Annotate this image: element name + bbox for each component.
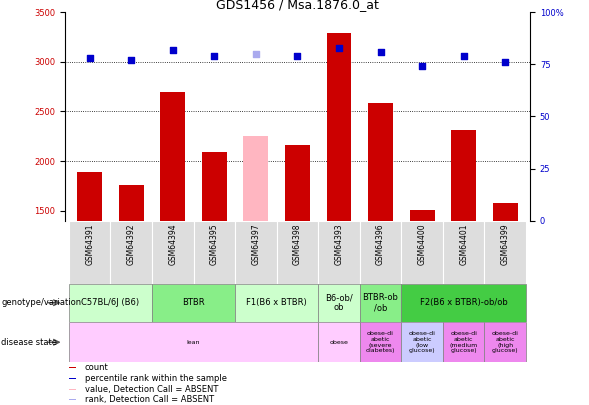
- Bar: [152, 284, 235, 322]
- Text: count: count: [85, 363, 108, 372]
- Bar: [160, 92, 186, 221]
- Bar: [360, 221, 401, 284]
- Bar: [360, 284, 401, 322]
- Bar: [69, 367, 75, 368]
- Bar: [484, 322, 526, 362]
- Bar: [69, 378, 75, 379]
- Bar: [493, 203, 518, 221]
- Bar: [69, 399, 75, 400]
- Point: [85, 55, 94, 61]
- Text: genotype/variation: genotype/variation: [1, 298, 81, 307]
- Bar: [409, 210, 435, 221]
- Text: lean: lean: [187, 340, 200, 345]
- Bar: [202, 152, 227, 221]
- Bar: [401, 284, 526, 322]
- Text: disease state: disease state: [1, 338, 57, 347]
- Point: [210, 53, 219, 59]
- Text: GSM64398: GSM64398: [293, 224, 302, 265]
- Bar: [451, 130, 476, 221]
- Point: [251, 51, 260, 57]
- Point: [376, 49, 385, 55]
- Bar: [443, 322, 484, 362]
- Text: GSM64391: GSM64391: [85, 224, 94, 265]
- Text: obese-di
abetic
(severe
diabetes): obese-di abetic (severe diabetes): [366, 331, 395, 354]
- Bar: [318, 284, 360, 322]
- Text: BTBR-ob
/ob: BTBR-ob /ob: [363, 293, 399, 312]
- Bar: [119, 185, 144, 221]
- Point: [501, 59, 510, 66]
- Bar: [277, 221, 318, 284]
- Bar: [360, 322, 401, 362]
- Text: F1(B6 x BTBR): F1(B6 x BTBR): [246, 298, 307, 307]
- Bar: [69, 388, 75, 390]
- Text: obese-di
abetic
(low
glucose): obese-di abetic (low glucose): [409, 331, 435, 354]
- Text: C57BL/6J (B6): C57BL/6J (B6): [81, 298, 140, 307]
- Point: [335, 45, 344, 51]
- Text: GSM64393: GSM64393: [335, 224, 343, 266]
- Text: B6-ob/
ob: B6-ob/ ob: [325, 293, 353, 312]
- Bar: [368, 102, 393, 221]
- Bar: [111, 221, 152, 284]
- Bar: [484, 221, 526, 284]
- Bar: [77, 172, 102, 221]
- Text: obese-di
abetic
(medium
glucose): obese-di abetic (medium glucose): [449, 331, 478, 354]
- Text: obese: obese: [330, 340, 349, 345]
- Text: GSM64394: GSM64394: [168, 224, 177, 266]
- Text: obese-di
abetic
(high
glucose): obese-di abetic (high glucose): [492, 331, 518, 354]
- Bar: [235, 284, 318, 322]
- Bar: [285, 145, 310, 221]
- Text: GSM64399: GSM64399: [501, 224, 509, 266]
- Text: BTBR: BTBR: [182, 298, 205, 307]
- Bar: [69, 284, 152, 322]
- Bar: [235, 221, 277, 284]
- Text: GSM64401: GSM64401: [459, 224, 468, 265]
- Text: GSM64396: GSM64396: [376, 224, 385, 266]
- Point: [293, 53, 302, 59]
- Text: GSM64395: GSM64395: [210, 224, 219, 266]
- Bar: [401, 221, 443, 284]
- Bar: [243, 136, 269, 221]
- Text: GSM64392: GSM64392: [127, 224, 135, 265]
- Point: [459, 53, 468, 59]
- Text: GSM64400: GSM64400: [418, 224, 426, 266]
- Text: percentile rank within the sample: percentile rank within the sample: [85, 374, 227, 383]
- Bar: [69, 322, 318, 362]
- Bar: [318, 221, 360, 284]
- Bar: [326, 33, 352, 221]
- Text: GSM64397: GSM64397: [252, 224, 260, 266]
- Text: F2(B6 x BTBR)-ob/ob: F2(B6 x BTBR)-ob/ob: [420, 298, 508, 307]
- Point: [418, 63, 427, 70]
- Bar: [401, 322, 443, 362]
- Bar: [443, 221, 484, 284]
- Bar: [194, 221, 235, 284]
- Bar: [69, 221, 111, 284]
- Bar: [318, 322, 360, 362]
- Point: [168, 47, 177, 53]
- Point: [127, 57, 136, 63]
- Title: GDS1456 / Msa.1876.0_at: GDS1456 / Msa.1876.0_at: [216, 0, 379, 11]
- Text: rank, Detection Call = ABSENT: rank, Detection Call = ABSENT: [85, 395, 214, 404]
- Text: value, Detection Call = ABSENT: value, Detection Call = ABSENT: [85, 385, 218, 394]
- Bar: [152, 221, 194, 284]
